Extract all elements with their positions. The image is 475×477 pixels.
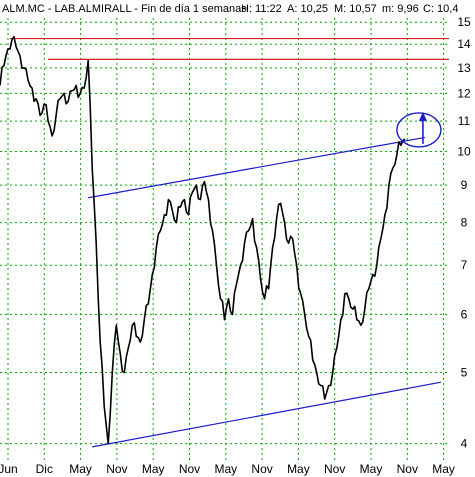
quote-close: C: 10,4 bbox=[423, 3, 458, 15]
x-axis-ticks: Jun Dic May Nov May Nov May Nov May Nov May Nov May bbox=[0, 462, 455, 476]
y-tick-label: 15 bbox=[457, 15, 471, 29]
y-tick-label: 10 bbox=[457, 144, 471, 158]
x-tick-label: Nov bbox=[251, 462, 272, 476]
x-tick-label: Nov bbox=[106, 462, 127, 476]
y-tick-label: 8 bbox=[461, 216, 468, 230]
y-tick-label: 11 bbox=[458, 114, 471, 128]
x-tick-label: May bbox=[432, 462, 455, 476]
y-tick-label: 6 bbox=[461, 307, 468, 321]
quote-open: A: 10,25 bbox=[287, 3, 328, 15]
y-tick-label: 5 bbox=[461, 365, 468, 379]
x-tick-label: May bbox=[214, 462, 237, 476]
quote-high: H: 11:22 bbox=[241, 3, 282, 15]
channel-upper-line bbox=[88, 136, 426, 199]
y-tick-label: 13 bbox=[457, 61, 471, 75]
channel-lower-line bbox=[92, 381, 442, 448]
y-tick-label: 4 bbox=[461, 437, 468, 451]
reference-lines bbox=[10, 37, 449, 448]
grid-layer bbox=[0, 18, 449, 460]
breakout-highlight bbox=[396, 111, 442, 148]
x-tick-label: May bbox=[69, 462, 92, 476]
y-tick-label: 7 bbox=[461, 258, 468, 272]
y-tick-label: 12 bbox=[457, 86, 471, 100]
x-tick-label: May bbox=[142, 462, 165, 476]
x-tick-label: Nov bbox=[179, 462, 200, 476]
y-axis-ticks: 4 5 6 7 8 9 10 11 12 13 14 15 bbox=[457, 15, 471, 450]
chart-title: ALM.MC - LAB.ALMIRALL - Fin de día 1 sem… bbox=[2, 3, 247, 15]
x-tick-label: May bbox=[360, 462, 383, 476]
series-layer bbox=[0, 35, 406, 445]
price-series-line bbox=[0, 35, 406, 445]
x-tick-label: Dic bbox=[36, 462, 53, 476]
x-tick-label: Nov bbox=[397, 462, 418, 476]
y-tick-label: 9 bbox=[461, 178, 468, 192]
quote-min: m: 9,96 bbox=[382, 3, 419, 15]
breakout-arrow-head bbox=[418, 111, 427, 121]
x-tick-label: Nov bbox=[324, 462, 345, 476]
y-tick-label: 14 bbox=[457, 37, 471, 51]
breakout-ellipse bbox=[396, 112, 442, 148]
x-tick-label: Jun bbox=[0, 462, 18, 476]
quote-max: M: 10,57 bbox=[334, 3, 377, 15]
x-tick-label: May bbox=[287, 462, 310, 476]
